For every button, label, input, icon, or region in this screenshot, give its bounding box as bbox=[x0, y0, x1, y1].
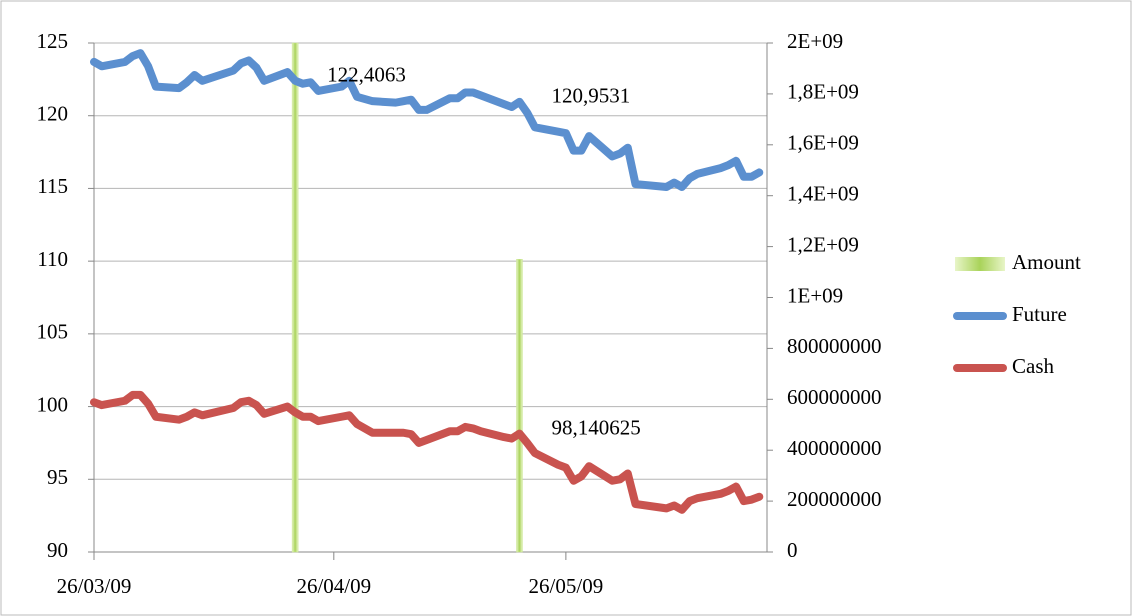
y-tick-label: 110 bbox=[37, 247, 68, 271]
x-tick-label: 26/05/09 bbox=[529, 574, 604, 598]
y2-tick-label: 800000000 bbox=[787, 334, 882, 358]
y2-tick-label: 1,4E+09 bbox=[787, 182, 859, 206]
legend-swatch bbox=[955, 257, 1005, 271]
data-label: 98,140625 bbox=[551, 415, 640, 439]
series-line bbox=[90, 49, 764, 191]
legend-label: Cash bbox=[1012, 354, 1055, 378]
series-line bbox=[90, 390, 764, 514]
bar bbox=[291, 42, 299, 553]
data-label: 122,4063 bbox=[327, 63, 406, 87]
y2-tick-label: 200000000 bbox=[787, 487, 882, 511]
y-tick-label: 120 bbox=[37, 102, 69, 126]
y-tick-label: 125 bbox=[37, 29, 69, 53]
y-tick-label: 105 bbox=[37, 320, 69, 344]
y2-tick-label: 1,6E+09 bbox=[787, 131, 859, 155]
y2-tick-label: 1,2E+09 bbox=[787, 232, 859, 256]
legend-label: Amount bbox=[1012, 250, 1081, 274]
y2-tick-label: 0 bbox=[787, 538, 798, 562]
y-tick-label: 115 bbox=[37, 174, 68, 198]
bar bbox=[516, 259, 523, 553]
y-tick-label: 95 bbox=[47, 465, 68, 489]
y2-tick-label: 1,8E+09 bbox=[787, 80, 859, 104]
x-tick-label: 26/04/09 bbox=[296, 574, 371, 598]
y2-tick-label: 1E+09 bbox=[787, 283, 843, 307]
y-tick-label: 100 bbox=[37, 392, 69, 416]
data-label: 120,9531 bbox=[551, 84, 630, 108]
y-tick-label: 90 bbox=[47, 538, 68, 562]
x-tick-label: 26/03/09 bbox=[57, 574, 132, 598]
y2-tick-label: 400000000 bbox=[787, 436, 882, 460]
legend-label: Future bbox=[1012, 302, 1067, 326]
y2-tick-label: 600000000 bbox=[787, 385, 882, 409]
y2-tick-label: 2E+09 bbox=[787, 29, 843, 53]
